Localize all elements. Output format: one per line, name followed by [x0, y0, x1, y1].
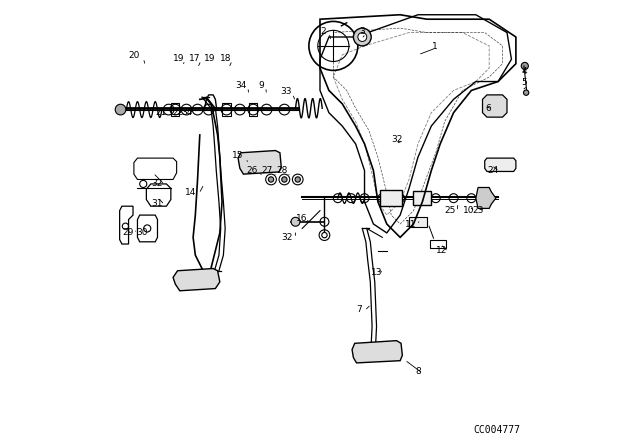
- Text: CC004777: CC004777: [474, 426, 520, 435]
- Text: 11: 11: [405, 220, 417, 228]
- Text: 21: 21: [156, 108, 167, 117]
- Text: 2: 2: [321, 27, 326, 36]
- Bar: [380, 190, 403, 206]
- Text: 32: 32: [281, 233, 292, 242]
- Bar: [172, 103, 179, 116]
- Circle shape: [484, 103, 492, 110]
- Text: 25: 25: [445, 206, 456, 215]
- Text: 8: 8: [415, 367, 421, 376]
- Text: 34: 34: [236, 81, 247, 90]
- Circle shape: [282, 177, 287, 182]
- Text: 30: 30: [136, 228, 148, 237]
- Polygon shape: [352, 340, 403, 363]
- Text: 27: 27: [261, 166, 272, 175]
- Bar: [430, 240, 446, 248]
- Bar: [413, 191, 431, 205]
- Text: 20: 20: [129, 51, 140, 60]
- Text: 28: 28: [276, 166, 288, 175]
- Text: 31: 31: [151, 199, 163, 208]
- Circle shape: [268, 177, 274, 182]
- Circle shape: [524, 90, 529, 95]
- Polygon shape: [238, 151, 281, 174]
- Circle shape: [115, 104, 126, 115]
- Polygon shape: [483, 95, 507, 117]
- Circle shape: [358, 33, 367, 42]
- Text: 13: 13: [371, 268, 383, 277]
- Circle shape: [521, 62, 529, 69]
- Polygon shape: [476, 188, 496, 208]
- Text: 9: 9: [259, 81, 264, 90]
- Circle shape: [322, 233, 327, 238]
- Text: 12: 12: [436, 246, 447, 255]
- Text: 14: 14: [185, 188, 196, 197]
- Text: 10: 10: [463, 206, 474, 215]
- Text: 24: 24: [487, 166, 499, 175]
- Text: 18: 18: [220, 54, 232, 63]
- Text: 34: 34: [182, 108, 193, 117]
- Text: 16: 16: [296, 214, 307, 223]
- Text: 3: 3: [359, 27, 365, 36]
- Text: 32: 32: [151, 180, 163, 189]
- Text: 1: 1: [431, 42, 437, 52]
- Bar: [409, 217, 427, 227]
- Text: 15: 15: [232, 151, 243, 160]
- Text: 23: 23: [473, 206, 484, 215]
- Text: 33: 33: [280, 87, 291, 96]
- Bar: [223, 103, 230, 116]
- Text: 17: 17: [189, 54, 200, 63]
- Text: 6: 6: [485, 104, 491, 113]
- Text: 26: 26: [246, 166, 258, 175]
- Text: 19: 19: [173, 54, 184, 63]
- Text: 32: 32: [391, 135, 403, 144]
- Circle shape: [295, 177, 300, 182]
- Text: 7: 7: [356, 305, 362, 314]
- Text: 22: 22: [172, 108, 183, 117]
- Text: 4: 4: [521, 67, 527, 76]
- Circle shape: [291, 217, 300, 226]
- Polygon shape: [173, 268, 220, 291]
- Polygon shape: [484, 158, 516, 172]
- Bar: [249, 103, 257, 116]
- Circle shape: [353, 28, 371, 46]
- Text: 5: 5: [521, 78, 527, 87]
- Text: 29: 29: [122, 228, 133, 237]
- Text: 19: 19: [204, 54, 216, 63]
